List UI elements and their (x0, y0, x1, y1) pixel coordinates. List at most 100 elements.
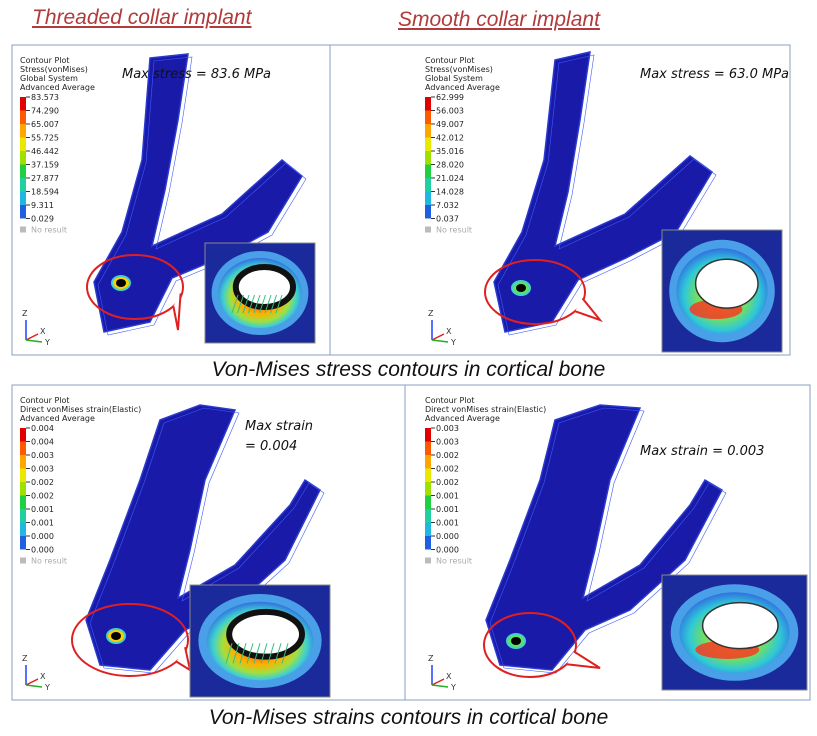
axis-x (25, 333, 39, 341)
colorbar-label: 65.007 (31, 120, 59, 129)
inset-hole (232, 264, 296, 310)
no-result-swatch (20, 226, 26, 233)
legend-header: Stress(vonMises) (425, 65, 493, 74)
colorbar-label: 37.159 (31, 161, 59, 170)
max-annotation: Max stress = 83.6 MPa (122, 67, 271, 82)
colorbar-segment (20, 151, 26, 165)
colorbar-label: 0.000 (31, 532, 54, 541)
legend-header: Contour Plot (20, 56, 70, 65)
colorbar-label: 83.573 (31, 93, 59, 102)
legend-header: Stress(vonMises) (20, 65, 88, 74)
no-result-swatch (425, 557, 431, 564)
colorbar-segment (425, 468, 431, 482)
colorbar-label: 0.002 (436, 478, 459, 487)
thread-line (242, 294, 250, 314)
colorbar-segment (425, 509, 431, 523)
colorbar-label: 49.007 (436, 120, 464, 129)
colorbar-label: 0.001 (436, 492, 459, 501)
implant-hole (116, 279, 126, 287)
colorbar-label: 0.003 (436, 438, 459, 447)
colorbar-label: 27.877 (31, 174, 59, 183)
axis-y (25, 339, 43, 343)
thread-line (248, 294, 255, 314)
axis-label: Z (428, 654, 434, 663)
inset-hole (226, 608, 306, 660)
colorbar-segment (425, 124, 431, 138)
thread-line (264, 294, 272, 314)
legend-header: Direct vonMises strain(Elastic) (20, 405, 141, 414)
colorbar-segment (425, 178, 431, 192)
thread-line (239, 643, 247, 664)
colorbar-label: 0.003 (31, 451, 54, 460)
legend-header: Advanced Average (425, 414, 500, 423)
thread-line (275, 294, 283, 314)
caption: Von-Mises stress contours in cortical bo… (211, 358, 606, 381)
max-annotation: Max strain (245, 419, 313, 434)
callout (483, 612, 577, 678)
legend-header: Direct vonMises strain(Elastic) (425, 405, 546, 414)
no-result-swatch (425, 226, 431, 233)
colorbar-segment (20, 482, 26, 496)
no-result-label: No result (31, 557, 67, 566)
thread-line (253, 643, 261, 664)
no-result-label: No result (436, 226, 472, 235)
colorbar-label: 0.003 (436, 424, 459, 433)
colorbar-label: 0.004 (31, 438, 54, 447)
thread-line (267, 643, 275, 664)
no-result-label: No result (31, 226, 67, 235)
legend-header: Contour Plot (425, 56, 475, 65)
colorbar-label: 7.032 (436, 201, 459, 210)
colorbar-label: 9.311 (31, 201, 54, 210)
colorbar-label: 55.725 (31, 134, 59, 143)
callout-tail (566, 650, 601, 669)
legend-header: Contour Plot (425, 396, 475, 405)
colorbar-segment (425, 536, 431, 550)
colorbar-segment (20, 495, 26, 509)
implant-hole (511, 637, 521, 645)
axis-label: Y (450, 338, 456, 347)
colorbar-segment (425, 428, 431, 442)
colorbar-label: 0.001 (31, 505, 54, 514)
axis-label: X (446, 672, 452, 681)
axis-y (431, 684, 449, 688)
colorbar-segment (425, 482, 431, 496)
colorbar-segment (425, 441, 431, 455)
thread-line (246, 643, 254, 664)
colorbar-label: 42.012 (436, 134, 464, 143)
colorbar-label: 0.002 (436, 465, 459, 474)
legend-header: Advanced Average (425, 83, 500, 92)
column-title: Smooth collar implant (398, 8, 600, 31)
colorbar-segment (425, 110, 431, 124)
colorbar-segment (20, 164, 26, 178)
colorbar-segment (425, 522, 431, 536)
axis-label: Z (22, 309, 28, 318)
caption: Von-Mises strains contours in cortical b… (208, 706, 609, 729)
colorbar-label: 0.000 (31, 546, 54, 555)
callout (484, 259, 586, 325)
axis-x (431, 678, 445, 686)
colorbar-label: 62.999 (436, 93, 464, 102)
column-title: Threaded collar implant (32, 6, 252, 29)
colorbar-segment (20, 536, 26, 550)
bone-model (485, 404, 723, 671)
axis-x (431, 333, 445, 341)
colorbar-label: 0.000 (436, 532, 459, 541)
max-annotation: Max strain = 0.003 (640, 444, 764, 459)
colorbar-segment (20, 468, 26, 482)
callout-tail (574, 297, 604, 323)
legend-header: Global System (425, 74, 483, 83)
colorbar-segment (20, 205, 26, 219)
colorbar-label: 0.002 (436, 451, 459, 460)
axis-x (25, 678, 39, 686)
no-result-swatch (20, 557, 26, 564)
colorbar-segment (20, 137, 26, 151)
axis-label: Y (44, 338, 50, 347)
thread-line (281, 643, 289, 664)
axis-label: Z (428, 309, 434, 318)
callout (71, 603, 189, 677)
colorbar-label: 0.001 (436, 519, 459, 528)
colorbar-segment (20, 191, 26, 205)
colorbar-label: 74.290 (31, 107, 59, 116)
